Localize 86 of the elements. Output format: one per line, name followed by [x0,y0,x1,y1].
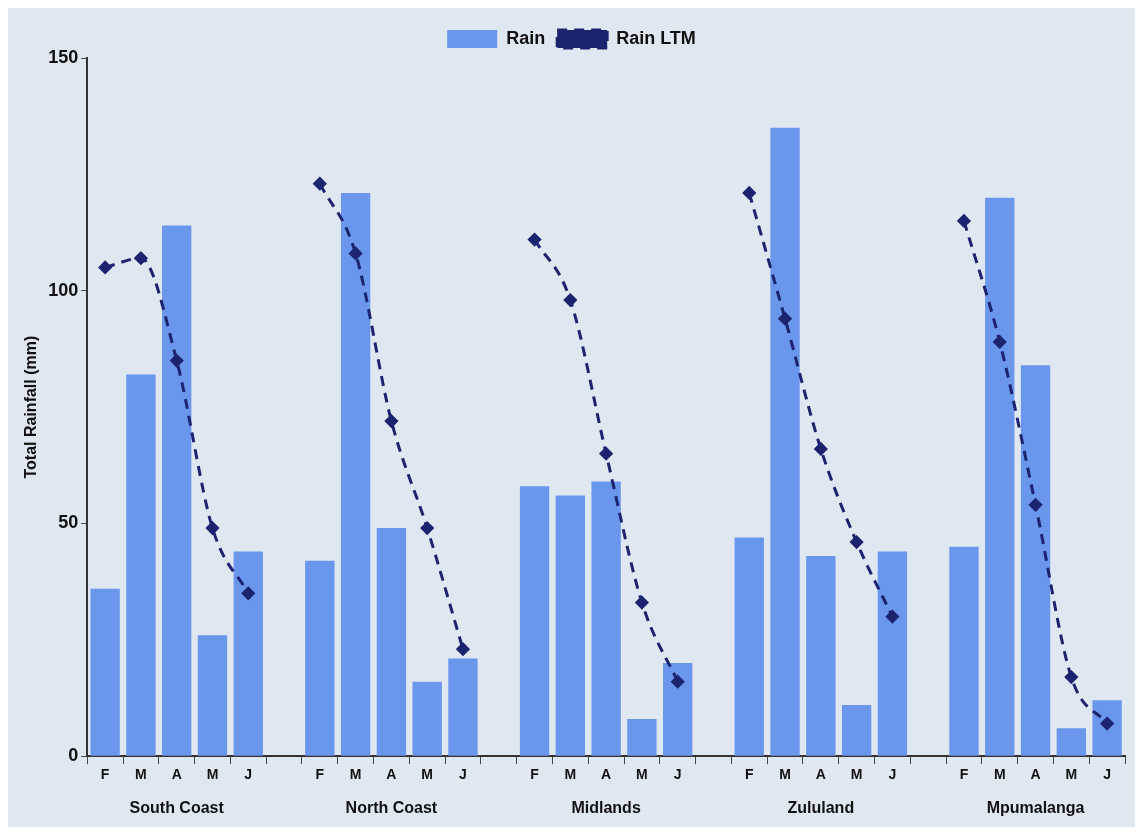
point [420,521,434,535]
bar [985,197,1015,756]
point [98,260,112,274]
x-tick-label: J [673,766,682,783]
bar [806,556,836,756]
bar [519,486,550,756]
bar [126,374,156,756]
bar [555,495,585,756]
x-tick-label: A [171,766,182,783]
x-tick-label: F [100,766,110,783]
text: Zululand [787,799,855,817]
x-tick-label: J [244,766,253,783]
text: Mpumalanga [986,799,1085,817]
x-tick-label: A [386,766,397,783]
point [850,535,864,549]
point [563,293,577,307]
point [671,675,685,689]
point [313,177,327,191]
bar [376,528,407,756]
text: South Coast [129,799,225,817]
point [528,233,542,247]
point [814,442,828,456]
x-tick-label: A [601,766,612,783]
point [635,596,649,610]
x-tick-label: M [421,766,434,783]
bar [877,551,908,756]
x-tick-label: M [779,766,791,783]
bar [1020,365,1051,756]
text: Midlands [571,799,641,817]
x-tick-label: J [888,766,897,783]
point [993,335,1007,349]
x-tick-label: M [1065,766,1078,783]
bar [949,546,979,756]
y-axis-title: Total Rainfall (mm) [22,335,40,479]
y-tick-label: 50 [58,512,79,533]
x-tick-label: M [636,766,648,783]
point [349,247,363,260]
point [885,610,899,624]
x-tick-label: F [315,766,325,783]
x-tick-label: F [530,766,540,783]
point [599,447,613,461]
x-tick-label: A [1030,766,1041,783]
point [1029,498,1043,512]
bar [734,537,764,756]
text: North Coast [345,799,438,817]
x-tick-label: M [349,766,362,783]
point [170,354,184,368]
x-tick-label: M [206,766,219,783]
point [134,251,148,265]
bar [770,127,800,756]
bar [448,658,478,756]
legend-label: Rain LTM [616,27,696,48]
point [742,186,756,200]
x-tick-label: M [850,766,863,783]
bar [162,225,192,756]
point [1064,670,1078,684]
bar [90,588,120,756]
bar [841,705,872,756]
x-tick-label: A [815,766,826,783]
x-tick-label: M [135,766,147,783]
point [241,586,255,600]
point [205,521,219,535]
bar [1056,728,1086,756]
point [384,414,398,428]
x-tick-label: F [959,766,969,783]
bar [627,718,657,756]
bar [663,663,693,756]
bar [197,635,228,756]
bar [412,681,442,756]
legend-label: Rain [506,27,546,48]
bar [340,192,371,756]
x-tick-label: M [993,766,1006,783]
point [778,312,792,326]
y-tick-label: 150 [48,46,79,67]
x-tick-label: M [564,766,577,783]
bar [233,551,263,756]
bar [305,560,335,756]
bar [591,481,621,756]
x-tick-label: J [1103,766,1112,783]
point [957,214,971,228]
y-tick-label: 0 [68,745,79,766]
x-tick-label: J [459,766,467,783]
x-tick-label: F [744,766,754,783]
bar [1092,700,1122,756]
point [456,642,470,656]
y-tick-label: 100 [48,279,79,300]
